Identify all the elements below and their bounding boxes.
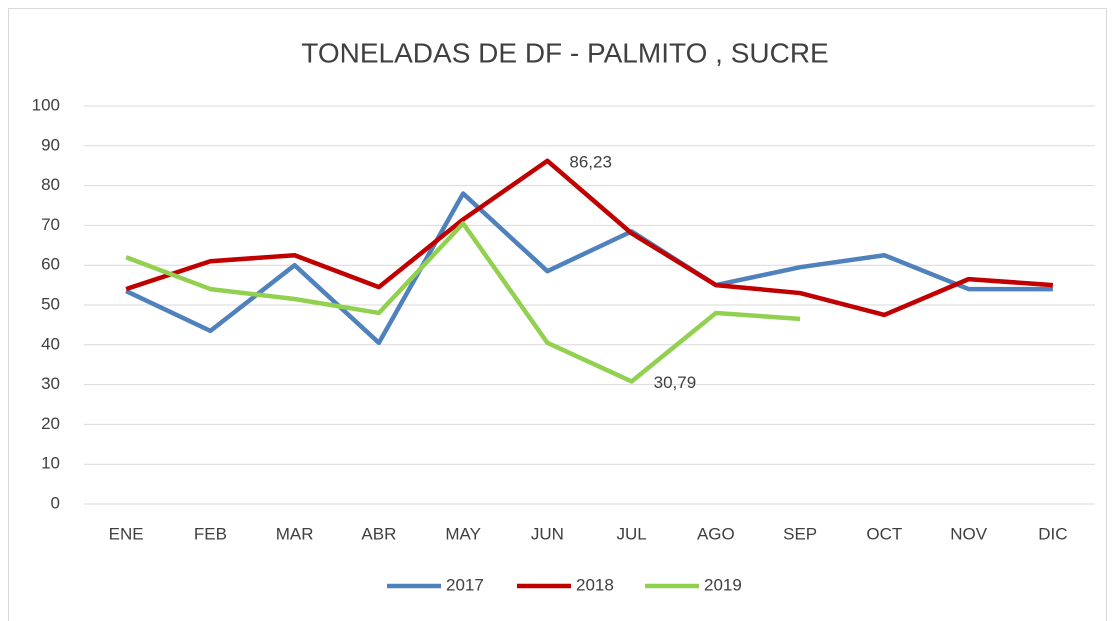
- legend-label: 2018: [576, 575, 614, 594]
- x-tick-label: JUN: [531, 524, 564, 543]
- y-tick-label: 30: [41, 374, 60, 393]
- series-line: [125, 191, 1053, 346]
- y-tick-label: 40: [41, 334, 60, 353]
- x-tick-label: ABR: [361, 524, 396, 543]
- y-tick-label: 60: [41, 255, 60, 274]
- y-tick-label: 90: [41, 135, 60, 154]
- y-tick-label: 70: [41, 215, 60, 234]
- x-tick-label: NOV: [950, 524, 988, 543]
- x-tick-label: MAR: [276, 524, 314, 543]
- y-tick-label: 10: [41, 454, 60, 473]
- x-tick-label: FEB: [194, 524, 227, 543]
- series-line: [125, 158, 1054, 318]
- x-tick-label: OCT: [866, 524, 902, 543]
- data-label: 30,79: [654, 373, 697, 392]
- x-tick-label: MAY: [445, 524, 481, 543]
- x-tick-label: SEP: [783, 524, 817, 543]
- chart-title: TONELADAS DE DF - PALMITO , SUCRE: [301, 37, 828, 68]
- y-tick-label: 0: [51, 493, 60, 512]
- y-tick-label: 50: [41, 294, 60, 313]
- legend-label: 2019: [704, 575, 742, 594]
- x-tick-label: AGO: [697, 524, 735, 543]
- data-label: 86,23: [569, 152, 612, 171]
- chart-border: [8, 8, 1107, 621]
- y-tick-label: 100: [32, 95, 60, 114]
- x-tick-label: DIC: [1038, 524, 1067, 543]
- legend-label: 2017: [446, 575, 484, 594]
- y-tick-label: 80: [41, 175, 60, 194]
- series-line: [125, 221, 801, 384]
- x-tick-label: JUL: [617, 524, 647, 543]
- y-tick-label: 20: [41, 414, 60, 433]
- x-tick-label: ENE: [109, 524, 144, 543]
